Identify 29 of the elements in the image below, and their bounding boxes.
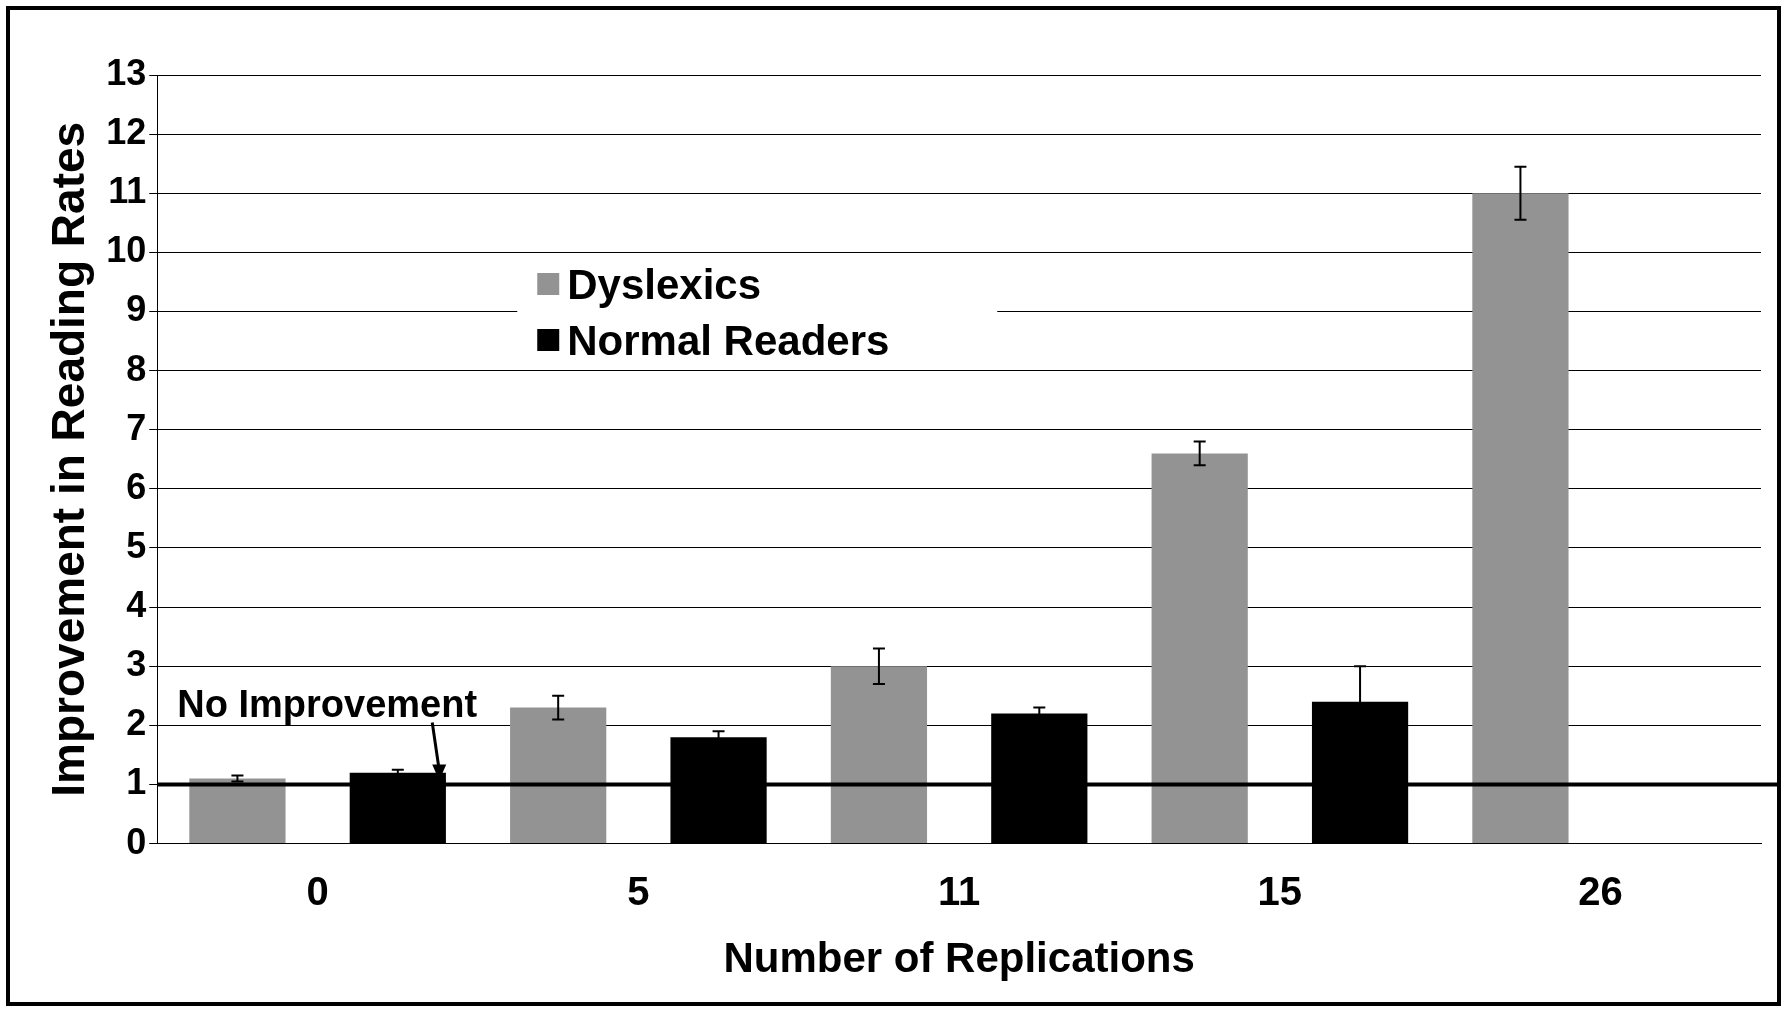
bar	[1151, 453, 1248, 844]
legend-label: Dyslexics	[567, 260, 762, 308]
y-tick-label: 0	[126, 820, 147, 862]
y-tick-label: 11	[108, 170, 147, 212]
ref-line-label: No Improvement	[177, 683, 478, 726]
x-tick-label: 5	[627, 868, 650, 913]
bar	[830, 666, 928, 844]
x-tick-label: 15	[1257, 868, 1303, 913]
x-tick-label: 0	[306, 868, 329, 913]
y-tick-label: 9	[126, 288, 147, 330]
x-axis-title: Number of Replications	[723, 934, 1195, 982]
y-tick-label: 13	[106, 51, 147, 93]
y-tick-label: 4	[126, 584, 147, 626]
y-tick-label: 12	[106, 111, 147, 153]
x-tick-label: 26	[1578, 868, 1623, 913]
legend-label: Normal Readers	[567, 316, 890, 364]
y-tick-label: 8	[126, 347, 147, 389]
y-tick-label: 10	[106, 229, 147, 271]
y-axis-title: Improvement in Reading Rates	[42, 121, 95, 797]
y-tick-label: 7	[126, 406, 147, 448]
y-tick-label: 2	[126, 702, 147, 744]
y-tick-label: 5	[126, 524, 147, 566]
bar	[189, 778, 286, 844]
y-tick-label: 3	[126, 643, 147, 685]
bar	[1472, 193, 1569, 844]
y-tick-label: 1	[126, 761, 147, 803]
y-tick-label: 6	[126, 465, 147, 507]
bar	[510, 707, 607, 844]
x-tick-label: 11	[937, 868, 981, 913]
